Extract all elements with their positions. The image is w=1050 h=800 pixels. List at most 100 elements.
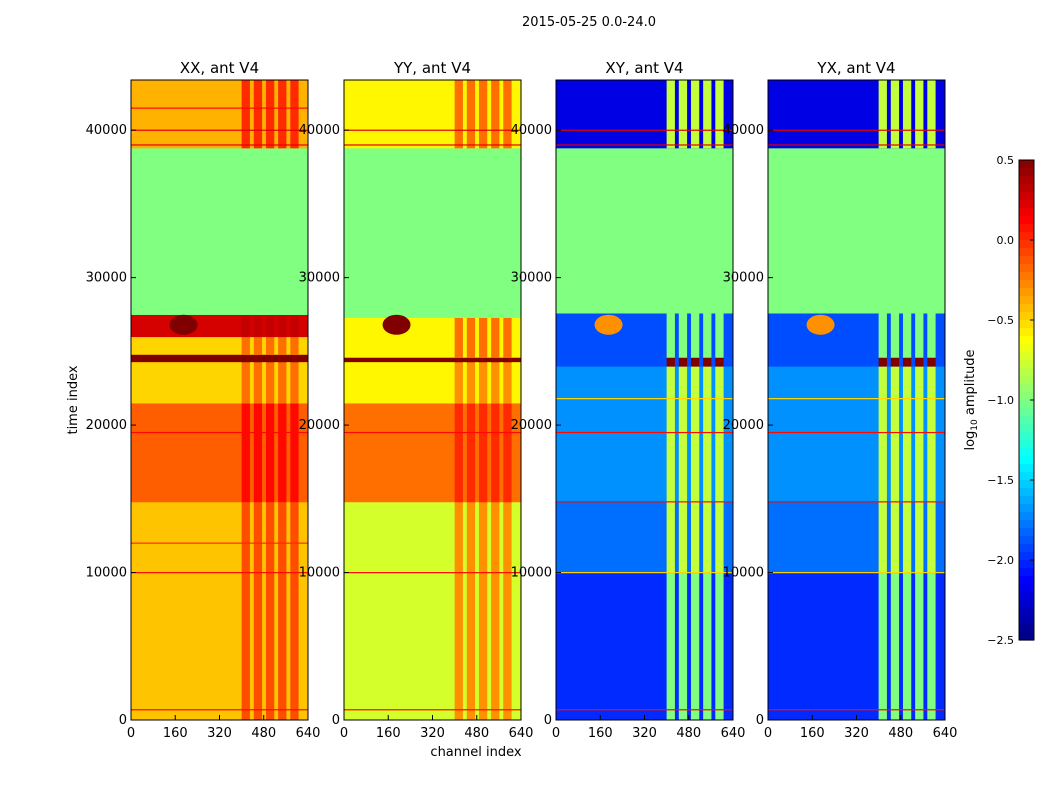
heatmap-rfi-cell (715, 357, 724, 367)
heatmap-rfi-cell (253, 314, 263, 338)
heatmap-hotspot (594, 314, 623, 335)
heatmap-rfi-cell (478, 80, 488, 149)
heatmap-rfi-cell (666, 312, 675, 358)
heatmap-rfi-cell (902, 312, 912, 358)
heatmap-rfi-cell (915, 366, 924, 503)
colorbar-swatch (1019, 528, 1034, 537)
y-tick-label: 10000 (299, 566, 340, 581)
colorbar-swatch (1019, 432, 1034, 441)
heatmap-line (131, 107, 308, 109)
heatmap-line (131, 431, 308, 434)
heatmap-rfi-cell (927, 80, 936, 149)
x-tick-label: 160 (800, 726, 825, 741)
colorbar-swatch (1019, 544, 1034, 553)
colorbar: 0.5 0.0 −0.5 −1.0 −1.5 −2.0 −2.5 (987, 154, 1035, 647)
heatmap-rfi-cell (241, 314, 250, 338)
heatmap-line (556, 572, 733, 574)
heatmap-rfi-cell (454, 501, 463, 720)
panel-title: XX, ant V4 (180, 59, 259, 77)
figure-title: 2015-05-25 0.0-24.0 (522, 15, 656, 30)
heatmap-rfi-cell (890, 80, 900, 149)
colorbar-swatch (1019, 176, 1034, 185)
colorbar-swatch (1019, 400, 1034, 409)
heatmap-line (768, 709, 945, 711)
colorbar-swatch (1019, 256, 1034, 265)
heatmap-line (556, 398, 733, 400)
colorbar-swatch (1019, 424, 1034, 433)
heatmap-rfi-cell (703, 80, 712, 149)
colorbar-swatch (1019, 312, 1034, 321)
heatmap-rfi-cell (902, 366, 912, 503)
colorbar-swatch (1019, 360, 1034, 369)
heatmap-rfi-cell (491, 361, 500, 404)
heatmap-body (768, 80, 945, 720)
heatmap-rfi-cell (241, 336, 250, 355)
heatmap-rfi-cell (478, 147, 488, 318)
heatmap-rfi-cell (666, 147, 675, 314)
colorbar-swatch (1019, 584, 1034, 593)
x-tick-label: 0 (552, 726, 560, 741)
heatmap-rfi-cell (666, 357, 675, 367)
heatmap-rfi-cell (454, 317, 463, 358)
colorbar-swatch (1019, 280, 1034, 289)
heatmap-rfi-cell (491, 501, 500, 720)
heatmap-rfi-cell (703, 312, 712, 358)
heatmap-rfi-cell (466, 147, 476, 318)
heatmap-line (131, 144, 308, 146)
colorbar-swatch (1019, 568, 1034, 577)
heatmap-rfi-cell (878, 572, 887, 720)
colorbar-swatch (1019, 240, 1034, 249)
heatmap-rfi-cell (290, 336, 299, 355)
colorbar-swatch (1019, 320, 1034, 329)
colorbar-tick-label: −2.5 (987, 634, 1014, 647)
heatmap-line (556, 431, 733, 434)
heatmap-rfi-cell (878, 366, 887, 503)
heatmap-rfi-cell (253, 80, 263, 149)
colorbar-swatch (1019, 296, 1034, 305)
heatmap-rfi-cell (278, 354, 287, 363)
colorbar-swatch (1019, 232, 1034, 241)
x-tick-label: 480 (464, 726, 489, 741)
y-tick-label: 30000 (723, 271, 764, 286)
colorbar-swatch (1019, 536, 1034, 545)
heatmap-rfi-cell (290, 314, 299, 338)
heatmap-rfi-cell (666, 366, 675, 503)
heatmap-rfi-cell (890, 312, 900, 358)
heatmap-rfi-cell (278, 402, 287, 503)
heatmap-rfi-cell (666, 501, 675, 574)
heatmap-rfi-cell (915, 572, 924, 720)
colorbar-swatch (1019, 472, 1034, 481)
colorbar-swatch (1019, 480, 1034, 489)
colorbar-label: log10 amplitude (963, 349, 980, 450)
y-tick-label: 40000 (723, 123, 764, 138)
heatmap-line (556, 709, 733, 711)
x-tick-label: 480 (676, 726, 701, 741)
heatmap-rfi-cell (478, 402, 488, 503)
heatmap-segment (131, 354, 308, 363)
heatmap-rfi-cell (241, 147, 250, 315)
y-tick-label: 30000 (511, 271, 552, 286)
heatmap-rfi-cell (478, 501, 488, 720)
heatmap-line (556, 501, 733, 503)
heatmap-rfi-cell (466, 501, 476, 720)
heatmap-rfi-cell (253, 361, 263, 404)
heatmap-body (131, 80, 308, 720)
heatmap-rfi-cell (265, 501, 275, 720)
heatmap-rfi-cell (878, 147, 887, 314)
heatmap-rfi-cell (290, 80, 299, 149)
heatmap-rfi-cell (927, 366, 936, 503)
colorbar-swatch (1019, 168, 1034, 177)
colorbar-swatch (1019, 160, 1034, 169)
heatmap-rfi-cell (715, 501, 724, 574)
x-tick-label: 480 (251, 726, 276, 741)
heatmap-rfi-cell (278, 361, 287, 404)
heatmap-rfi-cell (265, 354, 275, 363)
panel-2: YY, ant V4 0 160 320 480 640 0 10000 20000 30000 4… (299, 59, 534, 741)
heatmap-hotspot (382, 314, 411, 335)
colorbar-swatch (1019, 632, 1034, 641)
panel-1: XX, ant V4 0 160 320 480 640 0 10000 20000 30000 4… (86, 59, 321, 741)
colorbar-swatch (1019, 376, 1034, 385)
heatmap-line (344, 709, 521, 711)
heatmap-rfi-cell (678, 572, 688, 720)
heatmap-rfi-cell (278, 147, 287, 315)
